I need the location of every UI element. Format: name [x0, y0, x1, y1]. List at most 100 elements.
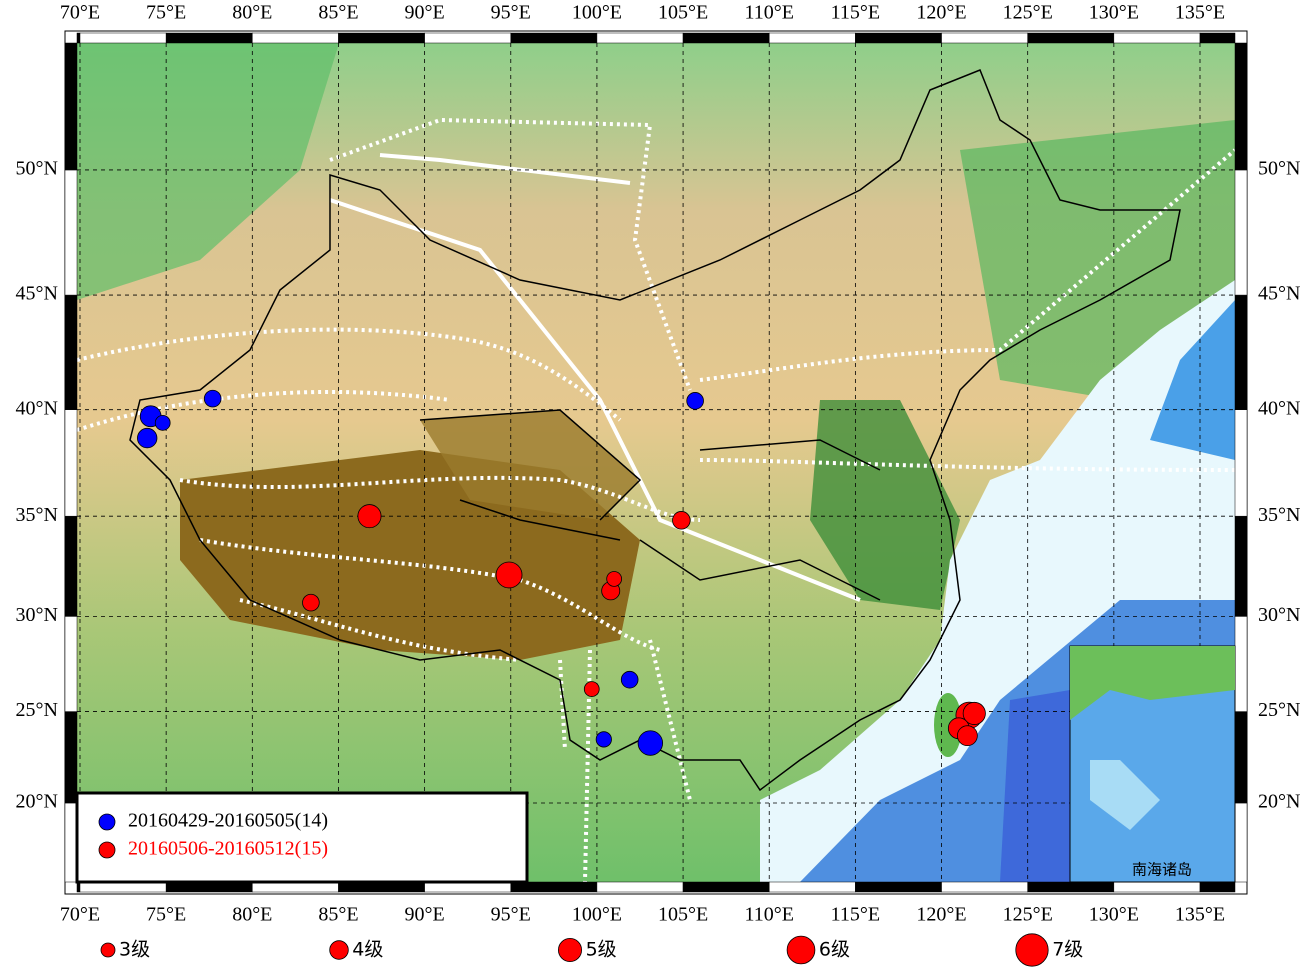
lat-tick-label: 35°N [16, 504, 58, 526]
lat-tick-label: 25°N [1258, 699, 1300, 721]
magnitude-symbol [100, 942, 116, 958]
frame-band [1199, 881, 1236, 893]
legend-swatch [98, 813, 116, 831]
frame-band [1234, 515, 1248, 617]
lat-tick-label: 20°N [16, 791, 58, 813]
magnitude-label: 7级 [1052, 939, 1083, 961]
lon-tick-label: 85°E [318, 904, 358, 926]
lon-tick-label: 80°E [232, 904, 272, 926]
earthquake-event [583, 681, 600, 697]
frame-band [1027, 881, 1115, 893]
frame-band [338, 32, 425, 44]
frame-band [1199, 32, 1236, 44]
lat-tick-label: 20°N [1258, 791, 1300, 813]
magnitude-symbol [329, 940, 349, 960]
earthquake-event [686, 392, 704, 410]
lon-tick-label: 95°E [491, 2, 531, 24]
lon-tick-label: 105°E [658, 2, 708, 24]
lat-tick-label: 25°N [16, 699, 58, 721]
frame-band [1234, 294, 1248, 410]
frame-band [252, 32, 339, 44]
frame-band [64, 802, 78, 883]
frame-band [768, 881, 856, 893]
earthquake-event [637, 730, 664, 756]
lon-tick-label: 120°E [916, 2, 966, 24]
earthquake-event [962, 701, 986, 725]
frame-band [64, 616, 78, 712]
earthquake-event [203, 389, 222, 408]
terrain [77, 43, 1235, 882]
lon-tick-label: 125°E [1003, 2, 1053, 24]
lat-tick-label: 45°N [16, 283, 58, 305]
lat-tick-label: 40°N [16, 397, 58, 419]
frame-band [682, 881, 770, 893]
frame-band [596, 881, 684, 893]
lon-tick-label: 75°E [146, 904, 186, 926]
inset-map: 南海诸岛 [1069, 645, 1236, 883]
magnitude-label: 5级 [586, 939, 617, 961]
frame-band [855, 881, 942, 893]
frame-band [1027, 32, 1115, 44]
lon-tick-label: 70°E [60, 904, 100, 926]
magnitude-label: 3级 [119, 939, 150, 961]
frame-band [79, 32, 167, 44]
frame-band [941, 881, 1028, 893]
legend-swatch [98, 841, 116, 859]
lat-tick-label: 45°N [1258, 283, 1300, 305]
frame-band [596, 32, 684, 44]
frame-band [682, 32, 770, 44]
lat-tick-label: 40°N [1258, 397, 1300, 419]
legend-box [75, 791, 529, 884]
earthquake-event [620, 670, 639, 689]
lat-tick-label: 30°N [1258, 604, 1300, 626]
magnitude-label: 6级 [819, 939, 850, 961]
earthquake-event [495, 561, 523, 589]
frame-band [768, 32, 856, 44]
frame-band [424, 32, 512, 44]
legend-label: 20160506-20160512(15) [128, 838, 328, 860]
earthquake-event [595, 731, 612, 748]
lon-tick-label: 130°E [1089, 2, 1139, 24]
lon-tick-label: 85°E [318, 2, 358, 24]
lon-tick-label: 110°E [744, 904, 793, 926]
lon-tick-label: 95°E [491, 904, 531, 926]
frame-band [1234, 711, 1248, 804]
frame-band [510, 32, 598, 44]
magnitude-symbol [1015, 933, 1049, 967]
lon-tick-label: 120°E [916, 904, 966, 926]
earthquake-event [154, 414, 171, 431]
frame-band [64, 42, 78, 171]
frame-band [64, 409, 78, 517]
frame-band [1234, 616, 1248, 712]
frame-band [1234, 42, 1248, 171]
magnitude-symbol [786, 935, 816, 965]
frame-band [1113, 881, 1201, 893]
lon-tick-label: 125°E [1003, 904, 1053, 926]
lon-tick-label: 135°E [1175, 2, 1225, 24]
frame-band [165, 32, 253, 44]
frame-band [64, 169, 78, 296]
frame-band [1234, 169, 1248, 296]
frame-band [64, 711, 78, 804]
lon-tick-label: 90°E [405, 904, 445, 926]
lon-tick-label: 100°E [572, 904, 622, 926]
lon-tick-label: 75°E [146, 2, 186, 24]
earthquake-event [302, 593, 320, 612]
lon-tick-label: 105°E [658, 904, 708, 926]
frame-band [64, 294, 78, 410]
lon-tick-label: 115°E [831, 2, 880, 24]
earthquake-event [606, 571, 623, 587]
inset-label: 南海诸岛 [1132, 861, 1192, 879]
frame-band [76, 32, 81, 44]
frame-band [1113, 32, 1201, 44]
lon-tick-label: 130°E [1089, 904, 1139, 926]
lon-tick-label: 80°E [232, 2, 272, 24]
magnitude-symbol [558, 938, 583, 963]
frame-band [941, 32, 1028, 44]
lat-tick-label: 50°N [16, 158, 58, 180]
earthquake-event [137, 427, 158, 449]
frame-band [855, 32, 942, 44]
lon-tick-label: 90°E [405, 2, 445, 24]
frame-band [1234, 802, 1248, 883]
